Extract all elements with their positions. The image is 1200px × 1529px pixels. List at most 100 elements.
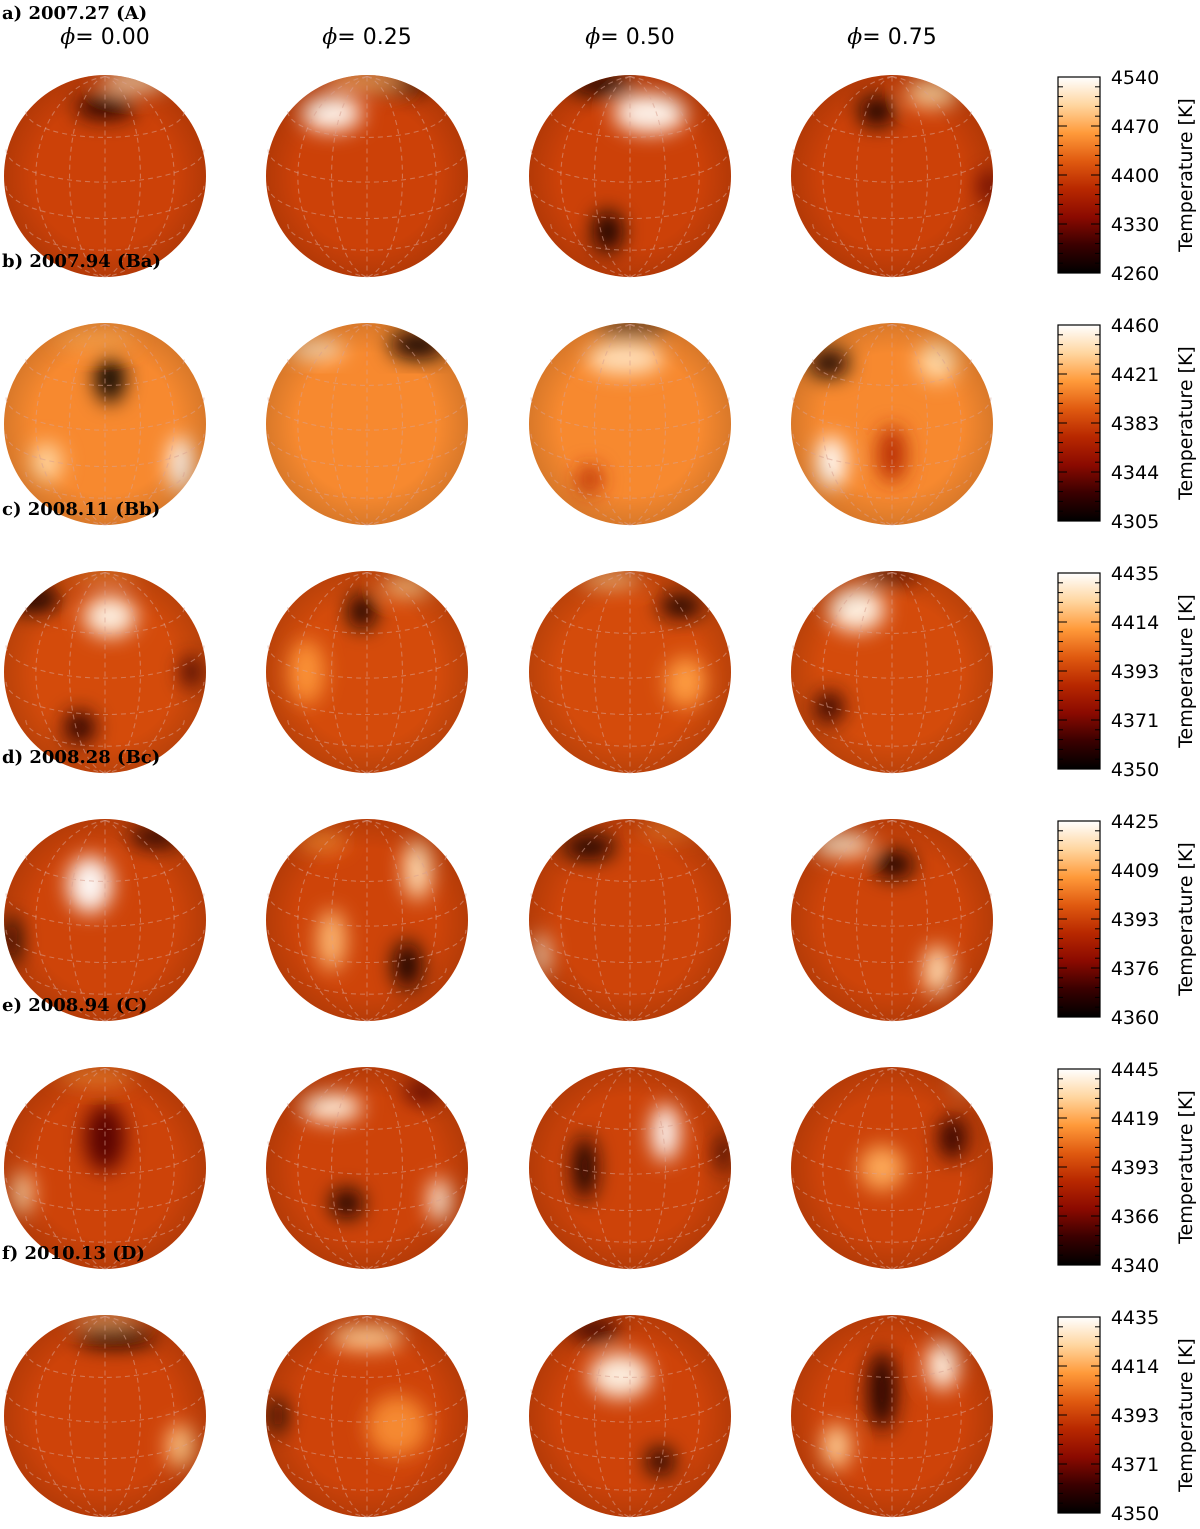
stellar-map-1-3 <box>791 323 993 526</box>
colorbar-tick-label: 4425 <box>1111 811 1159 833</box>
colorbar-tick-label: 4330 <box>1111 214 1159 236</box>
colorbar-tick-label: 4421 <box>1111 364 1159 386</box>
sphere-grid <box>530 819 730 1022</box>
stellar-map-0-2 <box>529 75 731 278</box>
sphere-grid <box>5 1315 205 1518</box>
row-label: e) 2008.94 (C) <box>2 995 147 1016</box>
stellar-map-1-1 <box>266 323 468 526</box>
map-row-4: e) 2008.94 (C) 4445 4419 4393 4366 4340 Temper… <box>2 995 1197 1277</box>
colorbar-tick-label: 4540 <box>1111 67 1159 89</box>
colorbar-tick-label: 4393 <box>1111 909 1159 931</box>
stellar-map-4-0 <box>4 1067 206 1270</box>
colorbar-tick-label: 4376 <box>1111 958 1159 980</box>
sphere-grid <box>5 75 205 278</box>
stellar-map-5-0 <box>4 1315 206 1518</box>
colorbar-5: 4435 4414 4393 4371 4350 Temperature [K] <box>1057 1307 1197 1525</box>
sphere-grid <box>5 819 205 1022</box>
stellar-map-4-3 <box>791 1067 993 1270</box>
colorbar-tick-label: 4366 <box>1111 1206 1159 1228</box>
sphere-grid <box>5 571 205 774</box>
stellar-map-0-0 <box>4 75 206 278</box>
colorbar-tick-label: 4371 <box>1111 710 1159 732</box>
colorbar-tick-label: 4393 <box>1111 1405 1159 1427</box>
stellar-map-5-1 <box>266 1315 468 1518</box>
sphere-grid <box>267 323 467 526</box>
sphere-grid <box>267 1315 467 1518</box>
sphere-grid <box>267 75 467 278</box>
stellar-map-4-1 <box>266 1067 468 1270</box>
sphere-grid <box>530 1067 730 1270</box>
sphere-grid <box>530 323 730 526</box>
colorbar-tick-label: 4360 <box>1111 1007 1159 1029</box>
colorbar-tick-label: 4435 <box>1111 1307 1159 1329</box>
colorbar-tick-label: 4344 <box>1111 462 1159 484</box>
colorbar-tick-label: 4414 <box>1111 1356 1159 1378</box>
colorbar-tick-label: 4260 <box>1111 263 1159 285</box>
temperature-spot <box>953 1074 982 1091</box>
stellar-map-0-3 <box>791 75 993 278</box>
sphere-grid <box>267 819 467 1022</box>
phase-labels: ϕ= 0.00 ϕ= 0.25 ϕ= 0.50 ϕ= 0.75 <box>60 25 936 50</box>
phase-label-1: ϕ= 0.25 <box>322 25 411 50</box>
colorbar-tick-label: 4350 <box>1111 1503 1159 1525</box>
row-label: b) 2007.94 (Ba) <box>2 251 161 272</box>
colorbar-title: Temperature [K] <box>1175 594 1197 749</box>
colorbar-title: Temperature [K] <box>1175 346 1197 501</box>
colorbar-tick-label: 4371 <box>1111 1454 1159 1476</box>
stellar-map-5-2 <box>529 1315 731 1518</box>
colorbar-tick-label: 4435 <box>1111 563 1159 585</box>
colorbar-tick-label: 4393 <box>1111 1157 1159 1179</box>
sphere-grid <box>792 1067 992 1270</box>
sphere-grid <box>792 75 992 278</box>
stellar-map-2-1 <box>266 571 468 774</box>
colorbar-tick-label: 4340 <box>1111 1255 1159 1277</box>
colorbar-tick-label: 4445 <box>1111 1059 1159 1081</box>
map-row-5: f) 2010.13 (D) 4435 4414 4393 4371 4350 Temper… <box>2 1243 1197 1525</box>
row-label: f) 2010.13 (D) <box>2 1243 145 1264</box>
sphere-grid <box>792 1315 992 1518</box>
colorbar-tick-label: 4350 <box>1111 759 1159 781</box>
row-label: c) 2008.11 (Bb) <box>2 499 160 520</box>
stellar-map-3-0 <box>4 819 206 1022</box>
colorbar-title: Temperature [K] <box>1175 842 1197 997</box>
stellar-map-2-3 <box>791 571 993 774</box>
phase-label-3: ϕ= 0.75 <box>847 25 936 50</box>
colorbar-tick-label: 4393 <box>1111 661 1159 683</box>
stellar-map-3-3 <box>791 819 993 1022</box>
stellar-map-3-2 <box>529 819 731 1022</box>
stellar-map-2-0 <box>4 571 206 774</box>
stellar-map-3-1 <box>266 819 468 1022</box>
sphere-grid <box>530 1315 730 1518</box>
colorbar-title: Temperature [K] <box>1175 98 1197 253</box>
colorbar-0: 4540 4470 4400 4330 4260 Temperature [K] <box>1057 67 1197 285</box>
sphere-grid <box>530 75 730 278</box>
stellar-map-1-2 <box>529 323 731 526</box>
colorbar-tick-label: 4470 <box>1111 116 1159 138</box>
row-label: a) 2007.27 (A) <box>2 3 147 24</box>
row-label: d) 2008.28 (Bc) <box>2 747 160 768</box>
sphere-grid <box>267 571 467 774</box>
stellar-map-1-0 <box>4 323 206 526</box>
map-row-1: b) 2007.94 (Ba) 4460 4421 4383 4344 4305 Tempe… <box>2 251 1197 533</box>
map-rows: a) 2007.27 (A) 4540 4470 4400 4330 4260 Temper… <box>2 3 1197 1525</box>
phase-label-2: ϕ= 0.50 <box>585 25 674 50</box>
sphere-grid <box>792 819 992 1022</box>
colorbar-tick-label: 4460 <box>1111 315 1159 337</box>
colorbar-tick-label: 4383 <box>1111 413 1159 435</box>
sphere-grid <box>5 1067 205 1270</box>
sphere-grid <box>792 571 992 774</box>
colorbar-tick-label: 4409 <box>1111 860 1159 882</box>
sphere-grid <box>267 1067 467 1270</box>
colorbar-2: 4435 4414 4393 4371 4350 Temperature [K] <box>1057 563 1197 781</box>
map-row-2: c) 2008.11 (Bb) 4435 4414 4393 4371 4350 Tempe… <box>2 499 1197 781</box>
sphere-grid <box>792 323 992 526</box>
colorbar-3: 4425 4409 4393 4376 4360 Temperature [K] <box>1057 811 1197 1029</box>
map-row-3: d) 2008.28 (Bc) 4425 4409 4393 4376 4360 Tempe… <box>2 747 1197 1029</box>
sphere-grid <box>5 323 205 526</box>
colorbar-tick-label: 4305 <box>1111 511 1159 533</box>
colorbar-title: Temperature [K] <box>1175 1090 1197 1245</box>
stellar-map-5-3 <box>791 1315 993 1518</box>
stellar-map-2-2 <box>529 571 731 774</box>
stellar-map-0-1 <box>266 75 468 278</box>
